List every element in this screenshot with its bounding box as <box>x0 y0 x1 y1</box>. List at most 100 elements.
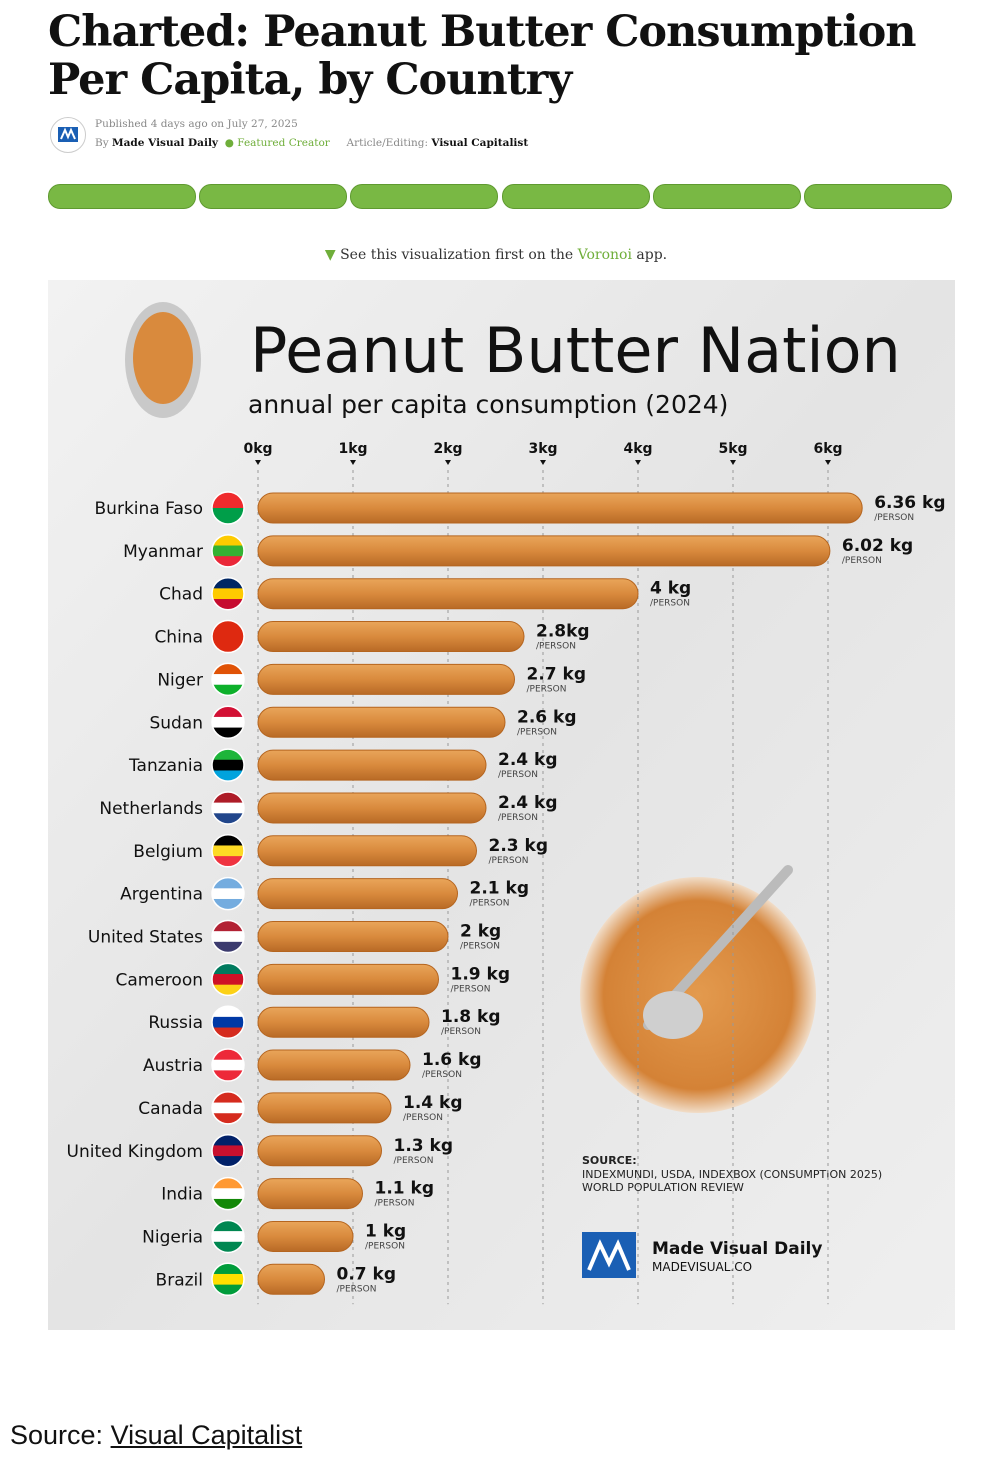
flag-stripe <box>212 1241 244 1253</box>
share-email[interactable] <box>804 184 952 209</box>
voronoi-link[interactable]: Voronoi <box>577 247 632 263</box>
value-label: 1.4 kg <box>403 1093 463 1113</box>
value-label: 1.6 kg <box>422 1050 482 1070</box>
value-label: 1 kg <box>365 1221 406 1241</box>
footer-link[interactable]: Visual Capitalist <box>110 1420 303 1450</box>
category-label: Belgium <box>133 842 203 862</box>
flag <box>211 748 245 782</box>
value-unit: /PERSON <box>375 1199 415 1209</box>
flag-stripe <box>212 898 244 910</box>
flag <box>211 791 245 825</box>
flag-stripe <box>212 834 244 846</box>
flag <box>211 962 245 997</box>
bar <box>257 1220 354 1252</box>
value-label: 2.7 kg <box>527 664 587 684</box>
badge: Featured Creator <box>237 137 330 149</box>
value-unit: /PERSON <box>650 599 690 609</box>
share-pinterest[interactable] <box>653 184 801 209</box>
flag-border <box>211 1048 245 1082</box>
jar <box>580 877 816 1113</box>
flag-stripe <box>212 1284 244 1296</box>
share-facebook[interactable] <box>199 184 347 209</box>
flag-stripe <box>212 1156 244 1167</box>
bar <box>257 1263 325 1295</box>
flag <box>211 705 245 739</box>
bar <box>257 578 639 610</box>
bar <box>257 706 506 738</box>
tick-mark <box>445 460 451 465</box>
value-unit: /PERSON <box>470 899 510 909</box>
flag-stripe <box>212 1231 244 1243</box>
flag <box>211 1176 245 1211</box>
flag-stripe <box>212 813 244 824</box>
flag-stripe <box>212 941 244 953</box>
x-tick-label: 5kg <box>718 441 747 457</box>
value-unit: /PERSON <box>365 1241 405 1251</box>
chart: Peanut Butter Nation annual per capita c… <box>48 280 955 1330</box>
flag-border <box>211 491 245 525</box>
flag <box>211 491 245 525</box>
value-unit: /PERSON <box>498 813 538 823</box>
badge-icon: ● <box>224 137 234 149</box>
flag-border <box>211 1134 245 1168</box>
flag-stripe <box>212 492 244 509</box>
voronoi-pre: See this visualization first on the <box>340 247 574 263</box>
article-title: Charted: Peanut Butter Consumption Per C… <box>48 7 917 105</box>
flag-border <box>211 1219 245 1254</box>
category-label: Sudan <box>149 713 203 733</box>
category-label: Russia <box>148 1013 203 1033</box>
flag-stripe <box>212 802 244 814</box>
flag-border <box>211 876 245 911</box>
flag-border <box>211 705 245 739</box>
value-label: 1.1 kg <box>375 1179 435 1199</box>
category-label: Tanzania <box>128 756 203 776</box>
flag-stripe <box>212 974 244 986</box>
share-linkedin[interactable] <box>350 184 498 209</box>
by: By <box>95 137 109 149</box>
flag-stripe <box>212 1027 244 1039</box>
flag-stripe <box>212 1145 244 1157</box>
value-unit: /PERSON <box>842 556 882 566</box>
bar <box>257 535 831 567</box>
category-label: India <box>161 1185 203 1205</box>
brand-logo-mark <box>587 1239 631 1271</box>
source-line: WORLD POPULATION REVIEW <box>582 1181 744 1194</box>
flag <box>211 834 245 868</box>
jar-spoon-bowl <box>643 991 703 1039</box>
flag-stripe <box>212 931 244 943</box>
value-label: 2 kg <box>460 922 501 942</box>
share-reddit[interactable] <box>502 184 650 209</box>
flag-stripe <box>212 588 244 600</box>
flag-stripe <box>212 620 244 653</box>
flag-stripe <box>212 749 244 761</box>
bar <box>257 749 487 781</box>
bar <box>257 621 525 653</box>
brand-url: MADEVISUAL.CO <box>652 1260 752 1274</box>
editor[interactable]: Visual Capitalist <box>431 137 529 149</box>
x-tick-label: 0kg <box>243 441 272 457</box>
share-x[interactable] <box>48 184 196 209</box>
flag-stripe <box>212 1220 244 1232</box>
category-label: United States <box>88 928 203 948</box>
flag <box>211 1091 245 1125</box>
voronoi-post: app. <box>636 247 668 263</box>
flag-stripe <box>212 1113 244 1124</box>
flag-stripe <box>212 663 244 675</box>
x-tick-label: 4kg <box>623 441 652 457</box>
value-unit: /PERSON <box>517 727 557 737</box>
category-label: China <box>154 628 203 648</box>
tick-mark <box>255 460 261 465</box>
flag-stripe <box>212 845 244 857</box>
published: Published 4 days ago on July 27, 2025 <box>95 118 298 130</box>
flag <box>211 576 245 611</box>
flag-border <box>211 619 245 654</box>
value-unit: /PERSON <box>874 513 914 523</box>
author[interactable]: Made Visual Daily <box>112 137 219 149</box>
flag-border <box>211 791 245 825</box>
flag-stripe <box>212 508 244 524</box>
flag-border <box>211 919 245 954</box>
byline: By Made Visual Daily ● Featured Creator … <box>95 137 528 149</box>
bar <box>257 1006 430 1038</box>
category-label: United Kingdom <box>67 1142 203 1162</box>
